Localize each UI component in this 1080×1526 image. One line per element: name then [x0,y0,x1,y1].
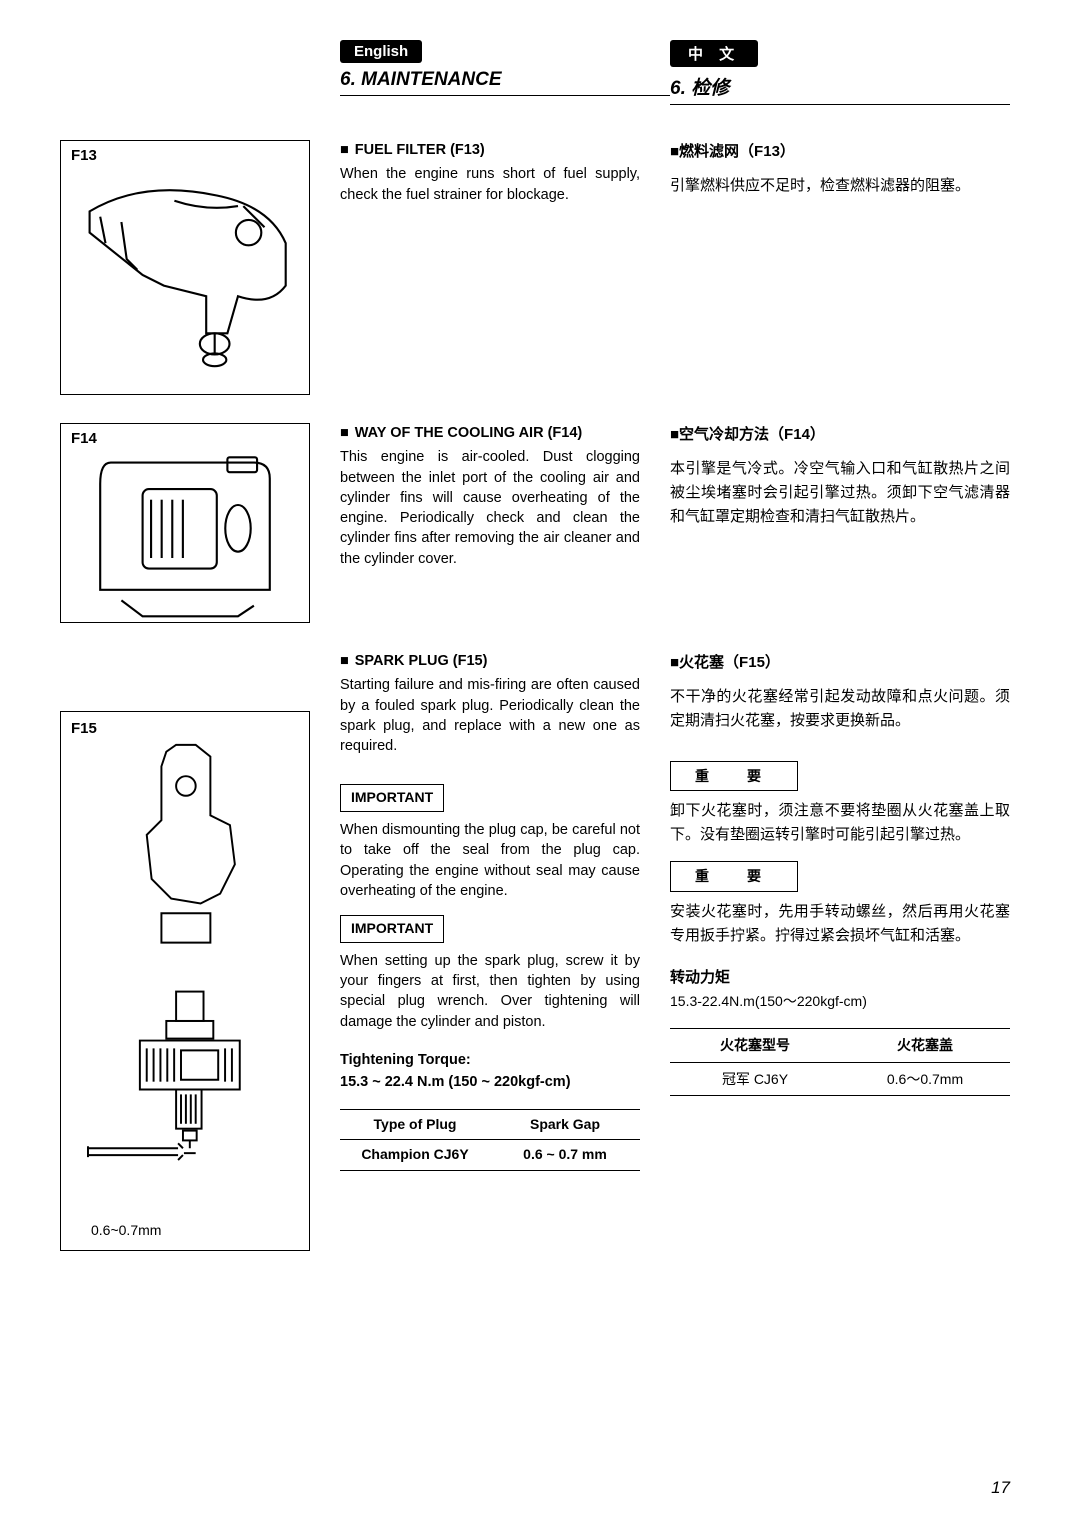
important-box-2-cn: 重 要 [670,861,798,891]
important-2-body-cn: 安装火花塞时，先用手转动螺丝，然后再用火花塞专用扳手拧紧。拧得过紧会损坏气缸和活… [670,900,1010,948]
important-box-1: IMPORTANT [340,784,444,812]
spark-table-en: Type of Plug Spark Gap Champion CJ6Y 0.6… [340,1109,640,1171]
f15-heading-en: ■SPARK PLUG (F15) [340,651,640,671]
important-box-1-cn: 重 要 [670,761,798,791]
cooling-air-illustration [79,452,291,622]
figure-f13: F13 [60,140,310,395]
spark-plug-illustration [71,737,291,1207]
section-title-en: 6. MAINTENANCE [340,69,670,96]
f14-heading-cn: ■空气冷却方法（F14） [670,423,1010,447]
f13-row: F13 ■FUEL FILTER (F13) When the engine r… [60,140,1010,395]
spark-gap-label: 0.6~0.7mm [91,1222,161,1238]
table-h1-en: Type of Plug [340,1110,490,1140]
f15-body-cn: 不干净的火花塞经常引起发动故障和点火问题。须定期清扫火花塞，按要求更换新品。 [670,685,1010,733]
f13-body-en: When the engine runs short of fuel suppl… [340,164,640,205]
chinese-badge: 中 文 [670,40,758,67]
f15-row: F15 [60,651,1010,1251]
torque-heading-en: Tightening Torque: [340,1050,640,1070]
f13-body-cn: 引擎燃料供应不足时，检查燃料滤器的阻塞。 [670,174,1010,198]
figure-label-f13: F13 [71,147,299,164]
table-r2-cn: 0.6～0.7mm [840,1063,1010,1095]
important-1-body: When dismounting the plug cap, be carefu… [340,820,640,901]
page-header: English 6. MAINTENANCE 中 文 6. 检修 [60,40,1010,105]
f13-heading-en: ■FUEL FILTER (F13) [340,140,640,160]
f14-heading-en: ■WAY OF THE COOLING AIR (F14) [340,423,640,443]
f15-heading-cn: ■火花塞（F15） [670,651,1010,675]
f14-row: F14 ■WAY OF THE COOLING AIR (F14) This e… [60,423,1010,623]
table-r1-en: Champion CJ6Y [340,1140,490,1170]
page-number: 17 [991,1478,1010,1498]
important-2-body: When setting up the spark plug, screw it… [340,951,640,1032]
table-h2-en: Spark Gap [490,1110,640,1140]
fuel-filter-illustration [79,169,291,381]
torque-value-en: 15.3 ~ 22.4 N.m (150 ~ 220kgf-cm) [340,1072,640,1092]
figure-f14: F14 [60,423,310,623]
table-r1-cn: 冠军 CJ6Y [670,1063,840,1095]
table-h1-cn: 火花塞型号 [670,1029,840,1061]
important-1-body-cn: 卸下火花塞时，须注意不要将垫圈从火花塞盖上取下。没有垫圈运转引擎时可能引起引擎过… [670,799,1010,847]
f14-body-cn: 本引擎是气冷式。冷空气输入口和气缸散热片之间被尘埃堵塞时会引起引擎过热。须卸下空… [670,457,1010,529]
figure-f15: F15 [60,711,310,1251]
english-badge: English [340,40,422,63]
f15-body-en: Starting failure and mis-firing are ofte… [340,675,640,756]
figure-label-f14: F14 [71,430,299,447]
important-box-2: IMPORTANT [340,915,444,943]
spark-table-cn: 火花塞型号 火花塞盖 冠军 CJ6Y 0.6～0.7mm [670,1028,1010,1096]
table-r2-en: 0.6 ~ 0.7 mm [490,1140,640,1170]
f14-body-en: This engine is air-cooled. Dust clogging… [340,447,640,569]
f13-heading-cn: ■燃料滤网（F13） [670,140,1010,164]
figure-label-f15: F15 [71,720,299,737]
table-h2-cn: 火花塞盖 [840,1029,1010,1061]
torque-heading-cn: 转动力矩 [670,966,1010,990]
torque-value-cn: 15.3-22.4N.m(150～220kgf-cm) [670,990,1010,1012]
section-title-cn: 6. 检修 [670,73,1010,105]
